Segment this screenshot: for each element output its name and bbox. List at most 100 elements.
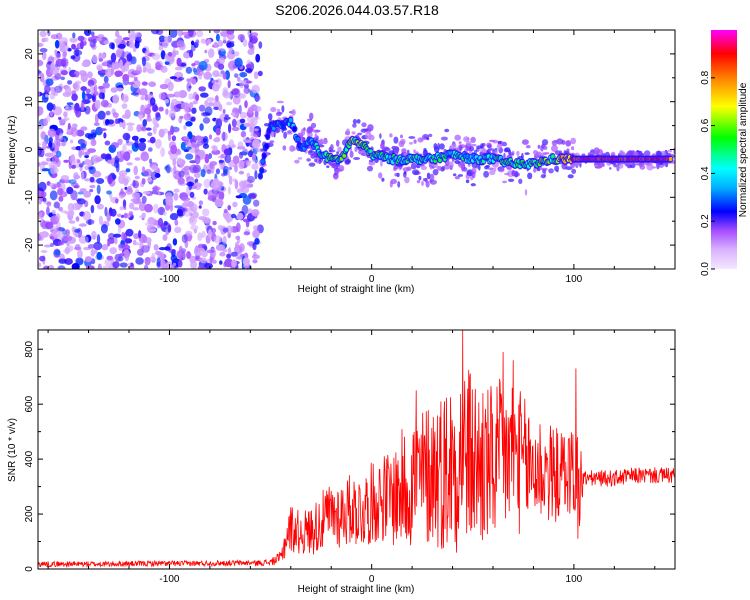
spectral-blob — [381, 177, 385, 182]
noise-blob — [69, 37, 78, 43]
spectral-blob — [276, 100, 284, 104]
ridge-point — [551, 154, 555, 159]
ridge-point — [289, 118, 293, 123]
noise-blob — [39, 72, 45, 83]
noise-blob — [134, 157, 141, 161]
noise-blob — [39, 48, 48, 53]
noise-blob — [109, 42, 115, 49]
noise-blob — [99, 40, 104, 45]
noise-blob — [112, 261, 120, 269]
noise-blob — [110, 52, 117, 63]
noise-blob — [59, 37, 69, 44]
spectral-blob — [379, 133, 382, 139]
spectral-blob — [540, 174, 546, 179]
spectral-blob — [556, 169, 559, 173]
noise-blob — [198, 104, 206, 112]
noise-blob — [153, 244, 159, 251]
noise-blob — [195, 94, 200, 101]
noise-blob — [39, 30, 47, 38]
noise-blob — [244, 100, 248, 109]
noise-blob — [110, 208, 117, 217]
snr-panel: -100 0 100 0 200 400 600 800 Height of straight… — [7, 329, 676, 595]
noise-blob — [85, 88, 91, 94]
noise-blob — [91, 54, 98, 64]
noise-blob — [97, 263, 102, 269]
noise-blob — [38, 162, 41, 167]
noise-blob — [223, 36, 227, 44]
noise-blob — [59, 43, 66, 53]
ridge-point — [259, 168, 264, 173]
spectral-blob — [436, 165, 443, 171]
noise-blob — [247, 106, 254, 114]
noise-blob — [127, 125, 134, 132]
spectral-blob — [465, 179, 470, 184]
noise-blob — [112, 94, 120, 104]
noise-blob — [149, 136, 156, 144]
noise-blob — [204, 49, 208, 54]
noise-blob — [99, 128, 107, 132]
noise-blob — [200, 38, 207, 44]
noise-blob — [199, 123, 204, 131]
noise-blob — [53, 201, 60, 209]
noise-blob — [215, 118, 223, 129]
noise-blob — [128, 211, 134, 217]
noise-blob — [187, 30, 194, 37]
noise-blob — [144, 107, 152, 115]
spectral-blob — [336, 168, 343, 172]
snr-line — [38, 330, 675, 569]
spectral-blob — [479, 148, 487, 153]
noise-blob — [211, 80, 215, 84]
noise-blob — [169, 213, 179, 221]
noise-blob — [189, 191, 195, 198]
noise-blob — [123, 151, 131, 161]
spectral-blob — [527, 172, 533, 180]
noise-blob — [71, 226, 75, 233]
noise-blob — [222, 235, 227, 245]
spectral-blob — [352, 118, 357, 125]
noise-blob — [165, 164, 171, 174]
noise-blob — [227, 186, 231, 195]
noise-blob — [171, 259, 179, 263]
spectral-blob — [300, 128, 306, 136]
noise-blob — [203, 178, 211, 188]
noise-blob — [141, 56, 147, 67]
y-tick-label: 200 — [24, 505, 35, 522]
spectral-blob — [489, 169, 496, 176]
spectral-blob — [511, 169, 516, 177]
noise-blob — [117, 138, 123, 146]
noise-blob — [227, 167, 231, 178]
spectral-blob — [314, 158, 318, 163]
spectral-blob — [310, 122, 317, 129]
noise-blob — [93, 241, 103, 251]
noise-blob — [147, 228, 157, 232]
noise-blob — [158, 35, 166, 43]
noise-blob — [144, 50, 150, 57]
noise-blob — [71, 43, 76, 50]
noise-blob — [160, 50, 166, 60]
noise-blob — [142, 191, 151, 195]
spectral-blob — [366, 165, 374, 172]
noise-blob — [179, 115, 184, 120]
spectral-blob — [532, 150, 539, 155]
noise-blob — [206, 249, 215, 254]
spectral-blob — [524, 189, 528, 196]
noise-blob — [84, 159, 91, 165]
spectral-blob — [378, 172, 383, 179]
noise-blob — [104, 140, 111, 146]
noise-blob — [40, 231, 49, 238]
noise-blob — [238, 93, 246, 99]
noise-blob — [75, 80, 82, 85]
noise-blob — [226, 253, 232, 259]
spectral-blob — [332, 174, 339, 178]
noise-blob — [78, 235, 88, 244]
noise-blob — [128, 39, 134, 49]
noise-blob — [129, 202, 135, 210]
noise-blob — [114, 70, 123, 77]
noise-blob — [119, 59, 123, 69]
noise-blob — [126, 122, 135, 126]
noise-blob — [133, 165, 138, 176]
noise-blob — [210, 179, 220, 190]
noise-blob — [218, 159, 225, 163]
noise-blob — [38, 212, 43, 218]
spectral-blob — [487, 144, 492, 149]
